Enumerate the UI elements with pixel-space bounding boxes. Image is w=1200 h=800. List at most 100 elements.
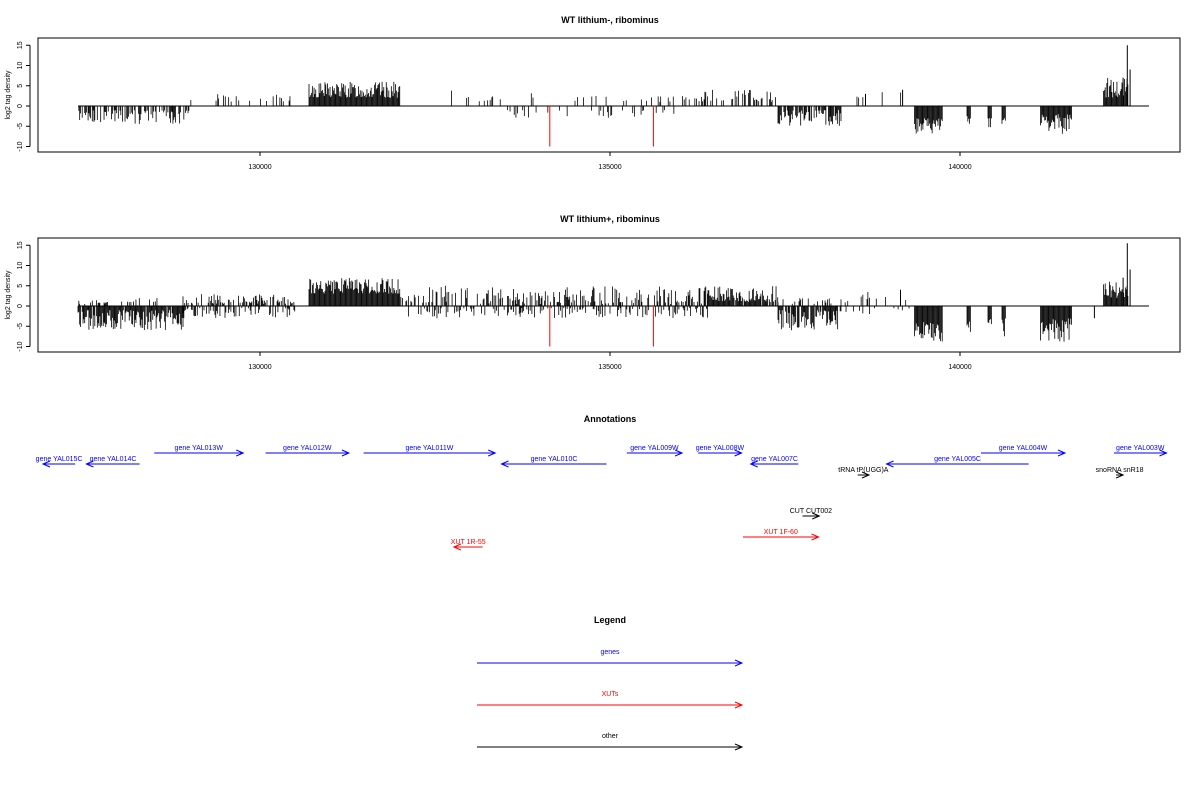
feature-label: gene YAL010C	[531, 456, 578, 463]
feature-gene: gene YAL005C	[885, 456, 1029, 468]
feature-label: gene YAL007C	[751, 456, 798, 463]
x-axis: 130000 135000 140000	[248, 351, 972, 371]
y-tick-label: 5	[17, 284, 24, 288]
annotations-track: Annotations gene YAL015C gene YAL014Cgene…	[36, 414, 1168, 551]
y-tick-label: 5	[17, 84, 24, 88]
feature-label: XUT 1R-55	[451, 539, 486, 546]
y-axis: -10 -5 0 5 10 15	[17, 241, 31, 352]
feature-label: gene YAL003W	[1116, 445, 1165, 452]
gene-arrow	[626, 449, 684, 457]
feature-gene: gene YAL003W	[1114, 445, 1168, 457]
y-tick-label: 15	[17, 241, 24, 249]
feature-xut: XUT 1R-55	[451, 539, 486, 551]
gene-arrow	[85, 460, 140, 468]
legend-label: XUTs	[602, 691, 619, 698]
red-markers	[549, 306, 654, 347]
y-axis-label: log2 tag density	[5, 270, 12, 320]
legend-item-gene: genes	[477, 649, 744, 667]
feature-gene: gene YAL007C	[749, 456, 799, 468]
panel-title: WT lithium+, ribominus	[560, 214, 660, 224]
annotations-title: Annotations	[584, 414, 637, 424]
feature-label: gene YAL015C	[36, 456, 83, 463]
gene-arrow	[885, 460, 1029, 468]
gene-arrow	[500, 460, 607, 468]
feature-other: snoRNA snR18	[1096, 467, 1144, 479]
feature-label: gene YAL014C	[90, 456, 137, 463]
y-tick-label: 10	[17, 262, 24, 270]
x-tick-label: 140000	[948, 364, 971, 371]
gene-arrow	[1114, 449, 1168, 457]
feature-label: gene YAL008W	[696, 445, 745, 452]
gene-arrow	[981, 449, 1067, 457]
feature-gene: gene YAL015C	[36, 456, 83, 468]
y-tick-label: -5	[17, 123, 24, 129]
legend-item-other: other	[477, 733, 744, 751]
x-tick-label: 130000	[248, 164, 271, 171]
panel-lithium-plus: WT lithium+, ribominus log2 tag density …	[5, 214, 1181, 371]
feature-other: CUT CUT002	[790, 508, 832, 520]
gene-arrow	[749, 460, 799, 468]
x-tick-label: 135000	[598, 164, 621, 171]
feature-gene: gene YAL013W	[154, 445, 245, 457]
legend-items: genes XUTs other	[477, 649, 744, 751]
feature-label: tRNA tP(UGG)A	[838, 467, 889, 474]
feature-xut: XUT 1F-60	[743, 529, 820, 541]
y-axis: -10 -5 0 5 10 15	[17, 41, 31, 152]
plot-frame	[37, 37, 1181, 153]
legend-arrow	[477, 743, 744, 751]
gene-arrow	[265, 449, 351, 457]
y-tick-label: -5	[17, 323, 24, 329]
panel-title: WT lithium-, ribominus	[561, 15, 659, 25]
y-axis-label: log2 tag density	[5, 70, 12, 120]
red-markers	[549, 106, 654, 147]
feature-label: gene YAL013W	[175, 445, 224, 452]
x-tick-label: 135000	[598, 364, 621, 371]
plot-frame	[37, 237, 1181, 353]
xut-arrow	[743, 533, 820, 541]
x-tick-label: 130000	[248, 364, 271, 371]
legend-arrow	[477, 659, 744, 667]
other-arrow	[802, 512, 821, 520]
feature-gene: gene YAL011W	[363, 445, 497, 457]
gene-arrow	[698, 449, 743, 457]
y-tick-label: -10	[17, 341, 24, 351]
y-tick-label: 0	[17, 104, 24, 108]
feature-gene: gene YAL012W	[265, 445, 351, 457]
other-arrow	[1115, 471, 1125, 479]
legend-title: Legend	[594, 615, 626, 625]
legend-label: genes	[600, 649, 620, 656]
feature-arrows: gene YAL015C gene YAL014C gene YAL013W gene…	[36, 445, 1168, 551]
gene-arrow	[154, 449, 245, 457]
feature-label: gene YAL005C	[934, 456, 981, 463]
feature-label: gene YAL012W	[283, 445, 332, 452]
x-axis: 130000 135000 140000	[248, 151, 972, 171]
other-arrow	[857, 471, 871, 479]
y-tick-label: 0	[17, 304, 24, 308]
feature-label: XUT 1F-60	[764, 529, 798, 536]
legend-arrow	[477, 701, 744, 709]
feature-gene: gene YAL004W	[981, 445, 1067, 457]
xut-arrow	[452, 543, 483, 551]
legend-label: other	[602, 733, 619, 740]
feature-label: gene YAL011W	[405, 445, 453, 452]
x-tick-label: 140000	[948, 164, 971, 171]
gene-arrow	[41, 460, 76, 468]
y-tick-label: -10	[17, 141, 24, 151]
density-bars	[78, 45, 1131, 134]
legend: Legend genes XUTs other	[477, 615, 744, 751]
panel-lithium-minus: WT lithium-, ribominus log2 tag density …	[5, 15, 1181, 171]
feature-gene: gene YAL009W	[626, 445, 684, 457]
density-bars	[77, 243, 1131, 342]
feature-gene: gene YAL010C	[500, 456, 607, 468]
feature-label: snoRNA snR18	[1096, 467, 1144, 474]
feature-label: CUT CUT002	[790, 508, 832, 515]
y-tick-label: 10	[17, 62, 24, 70]
feature-label: gene YAL004W	[999, 445, 1048, 452]
feature-label: gene YAL009W	[630, 445, 679, 452]
y-tick-label: 15	[17, 41, 24, 49]
legend-item-xut: XUTs	[477, 691, 744, 709]
gene-arrow	[363, 449, 497, 457]
feature-gene: gene YAL014C	[85, 456, 140, 468]
feature-gene: gene YAL008W	[696, 445, 745, 457]
